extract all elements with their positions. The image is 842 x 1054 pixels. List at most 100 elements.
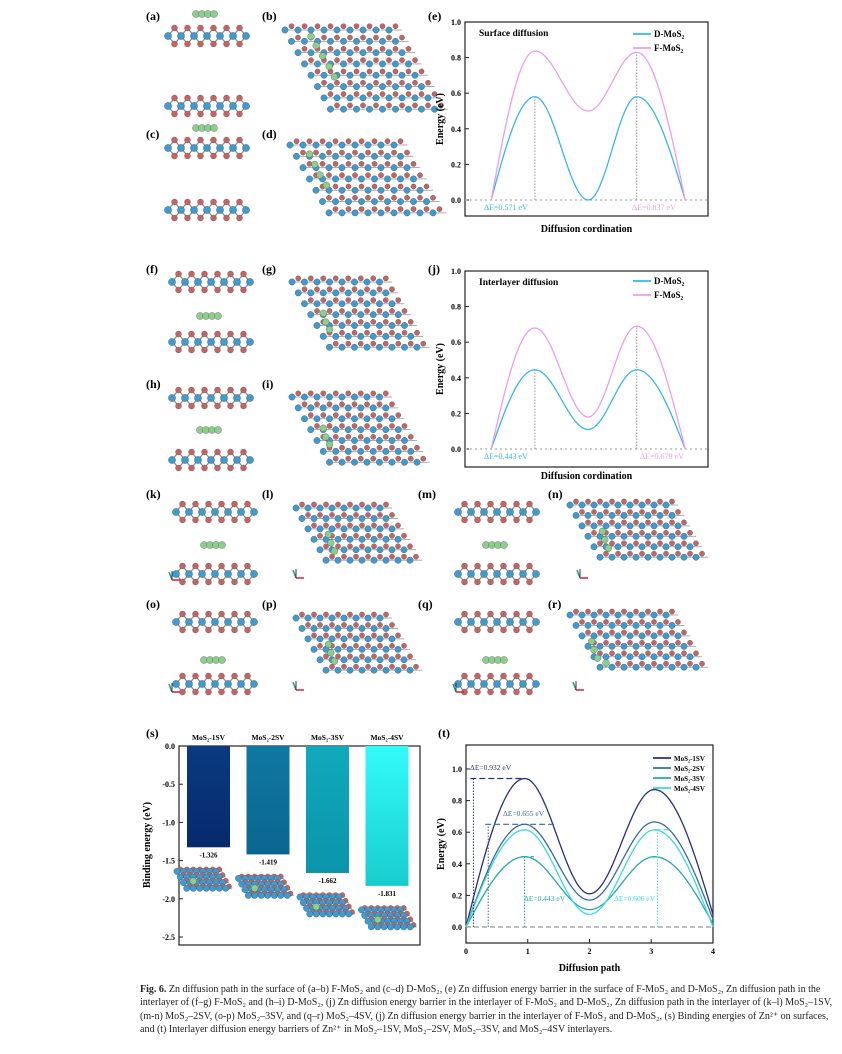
atom: [358, 152, 365, 160]
atom: [198, 508, 206, 516]
atom: [307, 289, 315, 297]
atom: [168, 278, 176, 286]
atom: [474, 500, 481, 508]
atom: [590, 522, 598, 530]
atom: [319, 152, 326, 160]
atom: [353, 91, 360, 97]
atom: [385, 71, 393, 79]
atom: [314, 83, 321, 90]
atom: [526, 516, 533, 524]
panel-label-s: (s): [146, 726, 159, 740]
atom: [395, 319, 402, 325]
panel-label-i: (i): [262, 377, 273, 391]
atom: [596, 622, 604, 629]
atom: [238, 880, 246, 888]
atom: [363, 437, 371, 444]
atom: [377, 512, 383, 518]
atom: [620, 642, 628, 650]
series-line-2: [465, 821, 714, 928]
atom: [578, 501, 586, 509]
atom: [364, 546, 372, 554]
atom: [376, 329, 383, 336]
atom: [192, 578, 199, 586]
atom: [392, 37, 399, 45]
atom: [388, 525, 396, 533]
series-line-1: [465, 777, 714, 928]
atom: [344, 311, 352, 319]
panel-label-n: (n): [548, 487, 563, 501]
atom: [322, 181, 331, 189]
atom: [614, 501, 622, 509]
atom: [181, 338, 189, 346]
atom: [603, 509, 609, 515]
atom: [371, 501, 377, 508]
atom: [363, 322, 371, 329]
atom: [395, 455, 402, 462]
atom: [216, 102, 224, 110]
atom: [184, 110, 191, 118]
atom: [394, 535, 402, 543]
atom: [363, 300, 371, 308]
atom: [202, 884, 210, 892]
atom: [687, 660, 693, 667]
atom: [301, 278, 308, 286]
atom: [306, 910, 314, 918]
atom: [346, 26, 354, 34]
panel-label-d: (d): [262, 127, 277, 141]
atom: [663, 530, 669, 536]
atom: [220, 456, 228, 464]
atom: [171, 110, 178, 118]
atom: [299, 611, 305, 618]
atom: [626, 501, 634, 509]
atom: [164, 206, 172, 214]
bar-category-label: MoS₂-2SV: [251, 733, 285, 742]
atom: [339, 308, 345, 314]
atom: [365, 194, 371, 201]
atom: [687, 530, 693, 536]
atom: [340, 91, 347, 97]
atom: [351, 308, 358, 314]
atom: [332, 175, 339, 183]
atom: [319, 404, 327, 412]
atom: [353, 622, 359, 628]
atom: [236, 110, 243, 118]
atom: [306, 175, 313, 183]
atom: [304, 614, 312, 622]
atom: [320, 390, 327, 397]
atom: [223, 24, 230, 32]
atom: [180, 879, 187, 887]
atom: [382, 515, 390, 522]
atom: [335, 611, 341, 618]
atom: [657, 650, 663, 657]
atom: [164, 144, 172, 152]
atom: [401, 308, 408, 314]
atom: [699, 660, 705, 667]
atom: [417, 194, 423, 201]
atom: [314, 60, 321, 68]
atom: [319, 447, 327, 455]
atom: [345, 198, 352, 205]
atom: [364, 525, 372, 533]
atom: [307, 404, 315, 412]
atom: [394, 666, 402, 674]
atom: [394, 332, 402, 340]
structure-side-view-o: [172, 610, 258, 696]
atom: [304, 504, 312, 512]
atom: [179, 626, 186, 634]
atom: [327, 37, 334, 45]
atom: [370, 434, 377, 440]
atom: [627, 640, 633, 646]
atom: [283, 891, 291, 899]
bar-2: [246, 746, 290, 855]
atom: [487, 516, 494, 524]
atom: [250, 570, 258, 578]
atom: [340, 68, 347, 75]
atom: [674, 632, 682, 640]
atom: [335, 501, 341, 508]
atom: [663, 550, 669, 557]
atom: [357, 455, 364, 462]
atom: [353, 23, 360, 30]
atom: [389, 533, 395, 539]
atom: [338, 458, 346, 466]
atom: [339, 172, 345, 178]
